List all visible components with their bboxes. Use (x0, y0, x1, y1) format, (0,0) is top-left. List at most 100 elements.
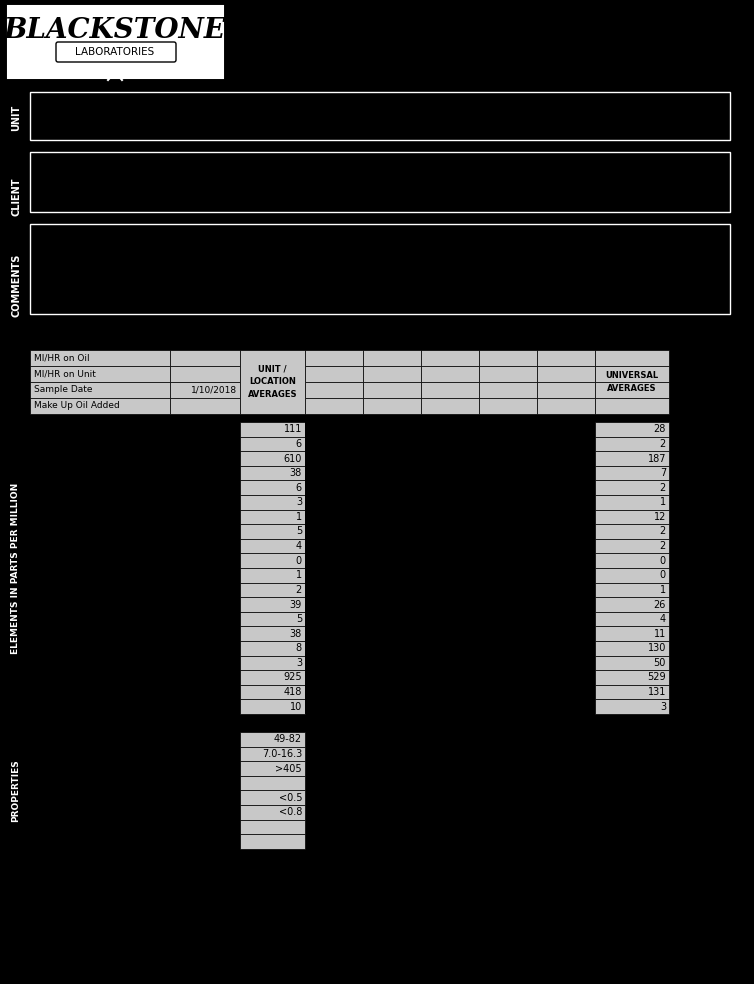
Bar (479, 398, 537, 414)
Bar (479, 510, 537, 524)
Text: 5: 5 (296, 614, 302, 624)
Bar (421, 524, 479, 539)
Bar (537, 382, 595, 398)
Bar (595, 597, 669, 612)
Text: 6: 6 (296, 439, 302, 449)
Bar (30, 539, 240, 553)
Bar (421, 510, 479, 524)
Bar (305, 685, 363, 700)
Text: 5: 5 (296, 526, 302, 536)
Bar (537, 350, 595, 366)
Bar (30, 612, 240, 627)
Bar (595, 452, 669, 465)
Bar (305, 480, 363, 495)
Bar (305, 465, 363, 480)
Bar (537, 480, 595, 495)
Bar (30, 495, 240, 510)
Bar (305, 583, 363, 597)
Bar (30, 465, 240, 480)
Bar (30, 92, 730, 140)
Bar (595, 480, 669, 495)
Bar (595, 495, 669, 510)
Text: 0: 0 (660, 571, 666, 581)
Bar (170, 398, 240, 414)
Bar (305, 510, 363, 524)
Bar (421, 612, 479, 627)
Bar (170, 382, 240, 398)
Bar (479, 670, 537, 685)
Bar (479, 422, 537, 437)
Bar (537, 539, 595, 553)
Bar (170, 350, 240, 366)
Bar (421, 465, 479, 480)
Text: <0.8: <0.8 (279, 807, 302, 818)
Bar (30, 152, 730, 212)
Bar (537, 422, 595, 437)
Bar (240, 553, 305, 568)
Bar (363, 539, 421, 553)
Text: 12: 12 (654, 512, 666, 522)
Bar (421, 480, 479, 495)
Text: UNIT /
LOCATION
AVERAGES: UNIT / LOCATION AVERAGES (248, 365, 297, 399)
Bar (595, 465, 669, 480)
Bar (479, 553, 537, 568)
Text: 1: 1 (660, 497, 666, 508)
Text: 26: 26 (654, 599, 666, 609)
Bar (479, 685, 537, 700)
Text: UNIT: UNIT (11, 105, 21, 131)
Bar (595, 655, 669, 670)
Text: MI/HR on Oil: MI/HR on Oil (34, 353, 90, 362)
Bar (479, 437, 537, 452)
Bar (305, 641, 363, 655)
Bar (363, 510, 421, 524)
Text: Make Up Oil Added: Make Up Oil Added (34, 401, 120, 410)
Bar (240, 627, 305, 641)
Text: Sample Date: Sample Date (34, 386, 93, 395)
Bar (421, 553, 479, 568)
Bar (30, 627, 240, 641)
Text: 3: 3 (296, 658, 302, 668)
Text: COMMENTS: COMMENTS (11, 253, 21, 317)
Bar (537, 465, 595, 480)
Bar (595, 539, 669, 553)
Bar (30, 437, 240, 452)
Bar (479, 539, 537, 553)
Bar (240, 597, 305, 612)
Text: 131: 131 (648, 687, 666, 697)
Bar (240, 350, 305, 414)
Bar (240, 775, 305, 790)
Bar (421, 437, 479, 452)
Bar (30, 350, 170, 366)
Bar (363, 382, 421, 398)
Bar (305, 627, 363, 641)
Bar (240, 790, 305, 805)
Bar (305, 437, 363, 452)
Bar (305, 597, 363, 612)
Bar (30, 762, 240, 775)
Bar (363, 583, 421, 597)
Bar (479, 350, 537, 366)
Bar (363, 700, 421, 714)
Bar (305, 539, 363, 553)
Text: 1: 1 (296, 512, 302, 522)
Bar (537, 583, 595, 597)
Bar (30, 510, 240, 524)
Bar (30, 805, 240, 820)
Bar (363, 553, 421, 568)
Bar (240, 641, 305, 655)
Bar (537, 612, 595, 627)
Bar (30, 655, 240, 670)
Bar (363, 465, 421, 480)
Bar (240, 465, 305, 480)
Bar (363, 655, 421, 670)
Bar (363, 495, 421, 510)
Text: 10: 10 (290, 702, 302, 711)
Text: 187: 187 (648, 454, 666, 463)
Bar (30, 398, 170, 414)
Bar (240, 510, 305, 524)
Bar (363, 437, 421, 452)
Text: 4: 4 (660, 614, 666, 624)
Text: 50: 50 (654, 658, 666, 668)
Bar (537, 398, 595, 414)
Text: UNIVERSAL
AVERAGES: UNIVERSAL AVERAGES (605, 371, 658, 393)
